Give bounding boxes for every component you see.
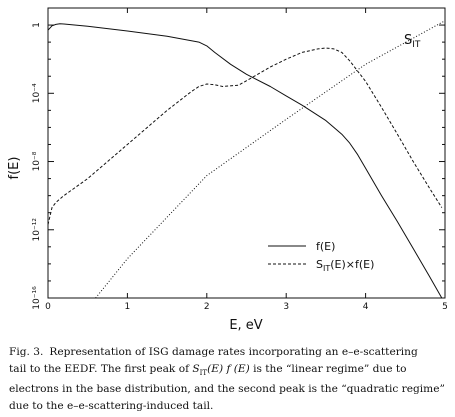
legend: f(E) SIT(E)×f(E) [268, 240, 374, 273]
figure-caption: Fig. 3. Representation of ISG damage rate… [9, 344, 449, 414]
caption-line-2b: is the “linear regime” due to [249, 362, 407, 375]
y-tick-label: 10⁻⁸ [32, 151, 42, 171]
x-tick-label: 1 [125, 302, 131, 312]
x-ticks: 0 1 2 3 4 5 [45, 8, 448, 312]
y-tick-label: 1 [32, 22, 42, 28]
legend-label-sf: SIT(E)×f(E) [316, 258, 374, 273]
caption-line-2: tail to the EEDF. The first peak of SIT(… [9, 361, 449, 382]
series-line-0 [47, 23, 443, 299]
caption-fig-label: Fig. 3. [9, 346, 44, 358]
x-tick-label: 5 [442, 302, 448, 312]
y-axis-title: f(E) [7, 157, 22, 180]
chart: 0 1 2 3 4 5 1 10⁻⁴ 10⁻⁸ 10⁻¹² 10⁻¹⁶ E, eV f(E) SI… [7, 7, 448, 333]
y-tick-label: 10⁻¹⁶ [32, 286, 42, 310]
series-line-2 [95, 20, 446, 299]
caption-math-rest: (E) f (E) [207, 362, 250, 375]
caption-line-2a: tail to the EEDF. The first peak of [9, 362, 193, 375]
legend-label-fE: f(E) [316, 240, 335, 253]
x-tick-label: 4 [363, 302, 369, 312]
x-axis-title: E, eV [229, 318, 262, 333]
caption-line-1-text: Representation of ISG damage rates incor… [49, 346, 418, 358]
y-tick-label: 10⁻⁴ [32, 83, 42, 103]
y-tick-label: 10⁻¹² [32, 218, 42, 242]
caption-line-1: Fig. 3. Representation of ISG damage rate… [9, 344, 449, 361]
caption-math-s: S [192, 362, 200, 375]
sit-curve-label: SIT [404, 33, 421, 50]
caption-line-3: electrons in the base distribution, and … [9, 383, 445, 396]
plot-area-frame [47, 7, 446, 299]
x-tick-label: 2 [204, 302, 210, 312]
series-line-1 [47, 47, 443, 225]
caption-math-sub: IT [199, 368, 208, 377]
series-layer [47, 20, 446, 299]
caption-line-4: due to the e–e-scattering-induced tail. [9, 399, 214, 412]
x-tick-label: 0 [45, 302, 51, 312]
y-ticks: 1 10⁻⁴ 10⁻⁸ 10⁻¹² 10⁻¹⁶ [32, 22, 445, 310]
x-tick-label: 3 [283, 302, 289, 312]
